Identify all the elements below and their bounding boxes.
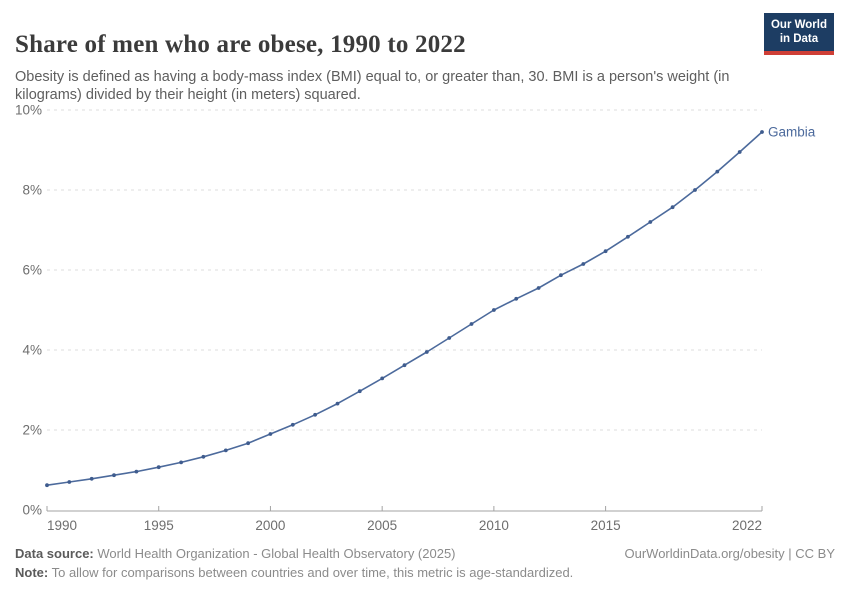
data-point[interactable] bbox=[223, 448, 228, 453]
data-point[interactable] bbox=[89, 476, 94, 481]
y-axis-tick-label: 6% bbox=[22, 263, 42, 278]
data-point[interactable] bbox=[268, 432, 273, 436]
owid-logo-line1: Our World bbox=[770, 19, 827, 31]
data-point[interactable] bbox=[380, 376, 385, 381]
data-point[interactable] bbox=[670, 205, 675, 210]
data-point[interactable] bbox=[536, 286, 541, 290]
data-point[interactable] bbox=[424, 350, 429, 354]
owid-logo[interactable]: Our World in Data bbox=[763, 13, 834, 55]
chart-footer: Data source: World Health Organization -… bbox=[15, 545, 835, 583]
y-axis-tick-label: 4% bbox=[22, 343, 42, 358]
data-point[interactable] bbox=[290, 422, 295, 427]
x-axis-tick-label: 2010 bbox=[479, 518, 509, 533]
data-point[interactable] bbox=[737, 150, 742, 154]
x-axis-tick-label: 2022 bbox=[732, 518, 762, 533]
data-point[interactable] bbox=[179, 460, 184, 465]
data-point[interactable] bbox=[402, 363, 407, 368]
data-point[interactable] bbox=[45, 483, 49, 488]
data-point[interactable] bbox=[246, 441, 251, 446]
x-axis-tick-label: 2005 bbox=[367, 518, 397, 533]
data-source-label: Data source: bbox=[15, 546, 94, 561]
data-point[interactable] bbox=[648, 220, 653, 224]
note-label: Note: bbox=[15, 564, 49, 580]
data-point[interactable] bbox=[201, 454, 206, 459]
data-point[interactable] bbox=[134, 469, 139, 474]
data-point[interactable] bbox=[581, 262, 586, 266]
data-point[interactable] bbox=[760, 130, 764, 134]
data-point[interactable] bbox=[492, 308, 496, 312]
y-axis-tick-label: 8% bbox=[22, 183, 42, 198]
data-point[interactable] bbox=[112, 473, 116, 478]
x-axis-tick-label: 1995 bbox=[144, 518, 174, 533]
data-point[interactable] bbox=[313, 412, 317, 417]
chart-subtitle: Obesity is defined as having a body-mass… bbox=[15, 68, 730, 104]
data-point[interactable] bbox=[514, 296, 519, 301]
data-point[interactable] bbox=[335, 401, 340, 406]
page-title: Share of men who are obese, 1990 to 2022 bbox=[15, 30, 466, 58]
owid-link[interactable]: OurWorldinData.org/obesity | CC BY bbox=[624, 546, 836, 561]
x-axis-tick-label: 1990 bbox=[47, 518, 77, 533]
data-source-line: Data source: World Health Organization -… bbox=[15, 545, 456, 564]
note-text: To allow for comparisons between countri… bbox=[48, 564, 574, 580]
y-axis-tick-label: 10% bbox=[15, 103, 42, 118]
owid-logo-line2: in Data bbox=[779, 33, 819, 46]
data-point[interactable] bbox=[67, 480, 72, 484]
data-point[interactable] bbox=[626, 234, 630, 239]
data-point[interactable] bbox=[156, 465, 161, 470]
x-axis-tick-label: 2015 bbox=[591, 518, 621, 533]
y-axis-tick-label: 2% bbox=[22, 423, 42, 438]
x-axis-tick-label: 2000 bbox=[255, 518, 285, 533]
data-point[interactable] bbox=[469, 322, 474, 326]
line-chart[interactable]: 0% 2% 4% 6% 8% 10% 1990 1995 2000 2005 2010 2015 202… bbox=[0, 95, 850, 545]
y-axis-tick-label: 0% bbox=[22, 503, 42, 518]
data-point[interactable] bbox=[715, 169, 720, 174]
data-point[interactable] bbox=[447, 336, 452, 340]
note-line: Note: To allow for comparisons between c… bbox=[15, 565, 573, 580]
data-line-gambia[interactable] bbox=[46, 131, 763, 486]
data-point[interactable] bbox=[693, 188, 697, 192]
data-point[interactable] bbox=[603, 249, 608, 254]
series-end-label[interactable]: Gambia bbox=[768, 125, 816, 140]
line-chart-svg[interactable]: 0% 2% 4% 6% 8% 10% 1990 1995 2000 2005 2010 2015 202… bbox=[0, 95, 850, 545]
data-point[interactable] bbox=[357, 389, 362, 394]
data-source-text: World Health Organization - Global Healt… bbox=[93, 546, 456, 561]
data-point[interactable] bbox=[559, 273, 563, 278]
